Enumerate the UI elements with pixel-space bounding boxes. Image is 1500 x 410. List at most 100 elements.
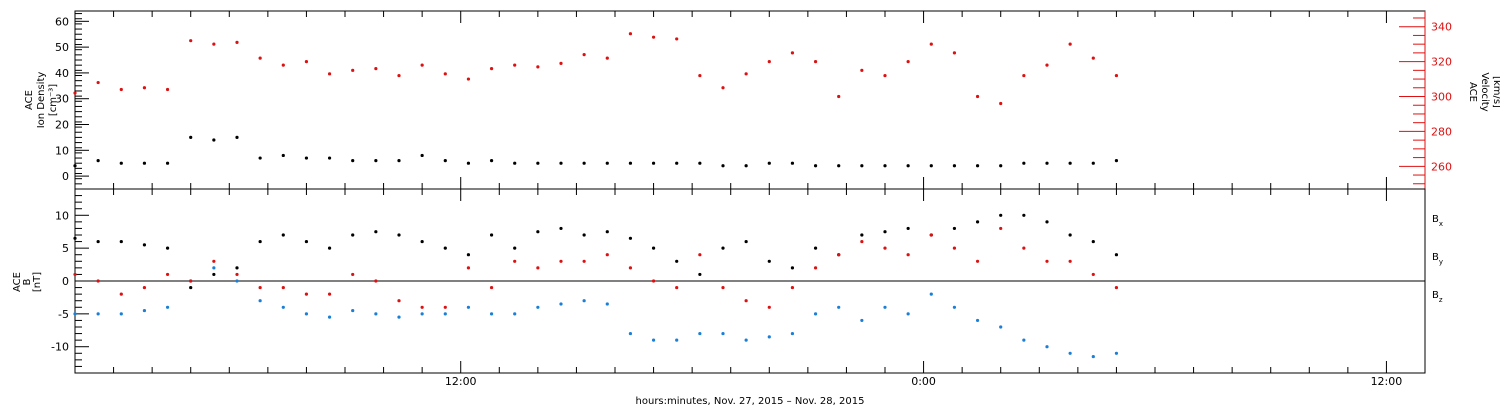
b-axis-label-line1: ACE: [12, 272, 23, 292]
data-point-density: [582, 161, 586, 165]
data-point-bx: [744, 239, 748, 244]
density-tick-label: 20: [55, 119, 69, 132]
data-point-bx: [374, 230, 378, 234]
data-point-by: [860, 318, 864, 323]
data-point-bz: [837, 253, 841, 257]
x-axis-tick-labels: 12:00 0:00 12:00: [445, 375, 1402, 388]
data-point-bz: [489, 285, 494, 290]
data-point-bz: [1022, 246, 1026, 250]
data-point-bx: [698, 272, 702, 277]
data-point-by: [304, 312, 309, 316]
data-point-density: [952, 164, 957, 168]
data-point-density: [975, 164, 980, 168]
data-point-density: [513, 161, 517, 165]
velocity-tick-label: 260: [1431, 160, 1452, 173]
b-tick-label: 10: [55, 209, 69, 222]
data-point-density: [443, 159, 447, 163]
data-point-by: [420, 312, 424, 316]
data-point-bx: [235, 266, 239, 270]
legend-b-main: B: [1432, 252, 1439, 263]
data-point-density: [327, 156, 332, 160]
data-point-velocity: [1045, 63, 1049, 67]
data-point-velocity: [351, 68, 355, 72]
data-point-bz: [1091, 272, 1095, 277]
data-point-density: [675, 161, 679, 165]
data-point-density: [559, 161, 563, 165]
bottom-x-axis-ticks: [113, 189, 1387, 373]
data-point-bz: [698, 253, 702, 257]
velocity-y-axis: 260 280 300 320 340: [1399, 11, 1452, 189]
data-point-density: [1045, 161, 1049, 165]
data-point-bx: [790, 266, 795, 270]
data-point-velocity: [1068, 42, 1072, 46]
data-point-bz: [189, 279, 193, 283]
data-point-by: [73, 312, 77, 316]
data-point-bz: [281, 285, 285, 290]
data-point-bx: [605, 230, 609, 234]
density-tick-label: 60: [55, 15, 69, 28]
data-point-by: [466, 305, 471, 309]
data-point-bx: [189, 285, 193, 290]
data-point-density: [860, 164, 864, 168]
data-point-density: [96, 159, 100, 163]
data-point-bx: [952, 226, 957, 231]
data-point-bx: [999, 213, 1003, 217]
data-point-bz: [582, 259, 586, 263]
data-point-bx: [860, 233, 864, 237]
velocity-tick-label: 300: [1431, 91, 1452, 104]
data-point-velocity: [281, 63, 285, 67]
data-point-bx: [165, 246, 170, 250]
data-point-density: [1114, 159, 1119, 163]
velocity-axis-label-line2: Velocity: [1479, 72, 1490, 111]
velocity-tick-label: 320: [1431, 56, 1452, 69]
data-point-velocity: [258, 56, 262, 60]
density-tick-label: 30: [55, 93, 69, 106]
data-point-velocity: [1091, 56, 1095, 60]
data-point-by: [1091, 354, 1095, 359]
data-point-velocity: [374, 66, 378, 71]
legend-by: By: [1432, 252, 1443, 266]
data-point-velocity: [698, 73, 702, 78]
data-point-by: [721, 331, 725, 336]
data-point-bx: [304, 239, 309, 244]
data-point-density: [536, 161, 540, 165]
data-point-bz: [212, 259, 216, 263]
data-point-by: [698, 331, 702, 336]
bottom-panel-data-points: [73, 213, 1119, 359]
data-point-by: [1045, 345, 1049, 349]
data-point-by: [628, 331, 633, 336]
data-point-density: [1022, 161, 1026, 165]
data-point-bz: [767, 305, 771, 309]
data-point-velocity: [235, 40, 239, 45]
density-tick-label: 0: [62, 170, 69, 183]
top-panel-frame: [74, 10, 1426, 190]
data-point-density: [165, 161, 170, 165]
density-axis-label-line2: Ion Density: [36, 72, 47, 129]
data-point-bz: [235, 272, 239, 277]
data-point-bz: [397, 299, 401, 303]
data-point-velocity: [651, 35, 656, 39]
data-point-velocity: [883, 73, 887, 78]
data-point-bx: [397, 233, 401, 237]
data-point-by: [975, 318, 980, 323]
data-point-by: [536, 305, 540, 309]
data-point-density: [767, 161, 771, 165]
data-point-velocity: [165, 87, 170, 92]
x-tick-label: 0:00: [911, 375, 936, 388]
data-point-by: [790, 331, 795, 336]
data-point-bz: [999, 226, 1003, 231]
data-point-by: [744, 338, 748, 342]
data-point-velocity: [999, 101, 1003, 106]
data-point-by: [999, 325, 1003, 329]
legend-b-subscript: y: [1439, 258, 1443, 266]
density-tick-label: 50: [55, 41, 69, 54]
b-axis-label-line3: [nT]: [32, 272, 43, 292]
data-point-bz: [1045, 259, 1049, 263]
data-point-bx: [443, 246, 447, 250]
data-point-by: [443, 312, 447, 316]
data-point-bz: [96, 279, 100, 283]
data-point-by: [906, 312, 910, 316]
data-point-by: [1022, 338, 1026, 342]
